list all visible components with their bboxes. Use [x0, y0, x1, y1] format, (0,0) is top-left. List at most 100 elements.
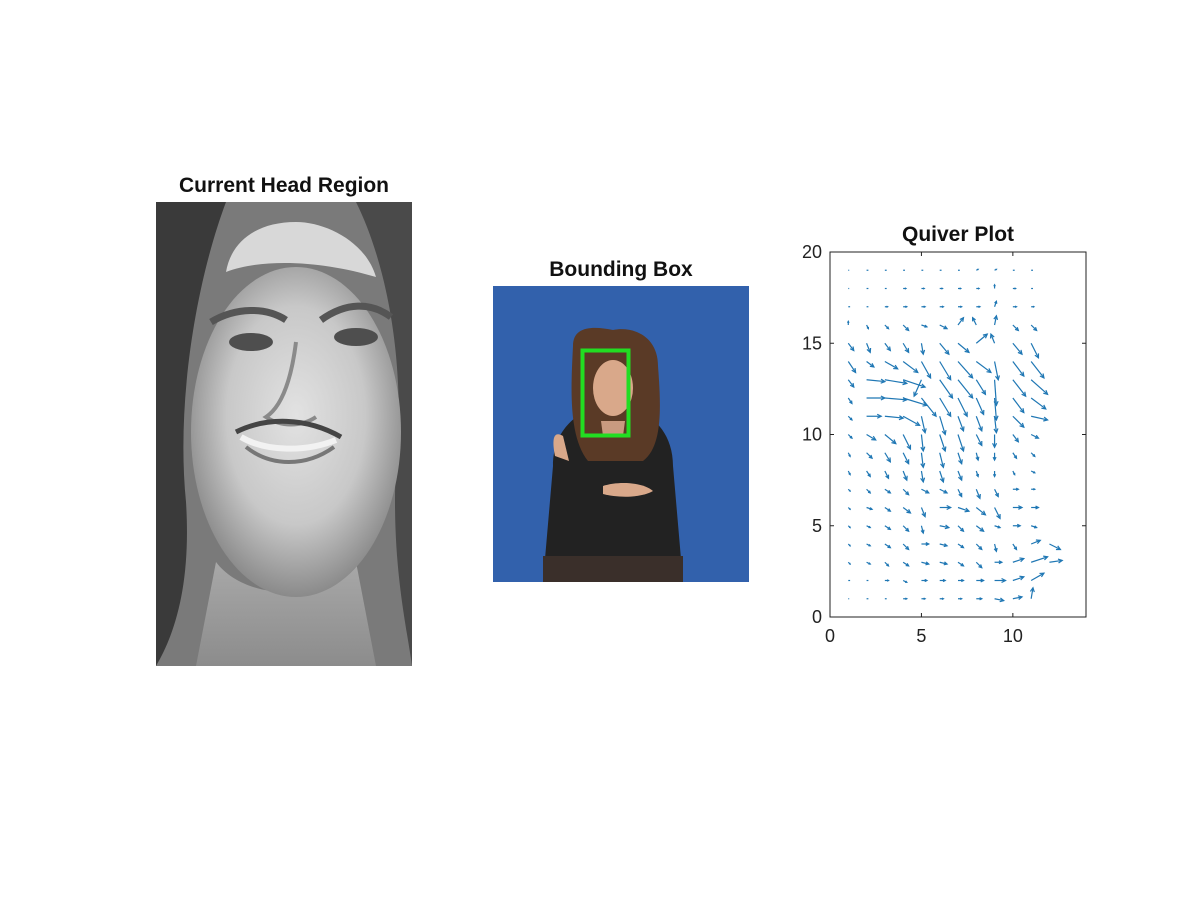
- quiver-arrow: [847, 320, 850, 325]
- quiver-arrow: [1030, 433, 1040, 439]
- quiver-arrow: [884, 525, 892, 531]
- quiver-arrow: [975, 397, 985, 416]
- y-tick-label: 15: [802, 333, 822, 353]
- x-tick-label: 5: [916, 626, 926, 646]
- quiver-arrow: [939, 434, 947, 453]
- quiver-arrow: [866, 470, 871, 478]
- quiver-arrow: [975, 333, 989, 344]
- quiver-arrow: [976, 305, 982, 309]
- quiver-arrow: [921, 287, 926, 290]
- quiver-arrow: [847, 543, 852, 547]
- quiver-arrow: [992, 452, 997, 462]
- quiver-arrow: [1012, 287, 1017, 290]
- quiver-arrow: [866, 452, 874, 460]
- quiver-arrow: [847, 361, 857, 374]
- quiver-arrow: [958, 287, 963, 290]
- quiver-arrow: [1012, 595, 1024, 600]
- quiver-arrow: [902, 470, 908, 482]
- quiver-arrow: [958, 305, 963, 309]
- quiver-arrow: [975, 561, 983, 569]
- quiver-arrow: [1030, 539, 1042, 545]
- quiver-arrow: [994, 300, 998, 307]
- quiver-arrow: [1031, 505, 1040, 510]
- quiver-arrow: [939, 504, 953, 511]
- quiver-arrow: [847, 507, 852, 511]
- quiver-arrow: [994, 488, 999, 498]
- head-region-image: [156, 202, 412, 666]
- quiver-arrow: [866, 324, 870, 330]
- quiver-arrow: [958, 597, 963, 601]
- quiver-arrows: [847, 268, 1064, 603]
- quiver-arrow: [866, 506, 874, 511]
- quiver-arrow: [939, 397, 952, 418]
- quiver-arrow: [847, 488, 852, 493]
- quiver-arrow: [1031, 305, 1036, 308]
- quiver-arrow: [994, 507, 1001, 520]
- quiver-arrow: [976, 597, 984, 601]
- quiver-arrow: [884, 488, 892, 494]
- quiver-arrow: [994, 560, 1004, 565]
- quiver-arrow: [884, 470, 890, 480]
- quiver-arrow: [902, 507, 912, 514]
- quiver-arrow: [902, 561, 910, 567]
- quiver-arrow: [866, 488, 872, 494]
- quiver-arrow: [884, 579, 890, 582]
- y-tick-label: 0: [812, 607, 822, 627]
- quiver-arrow: [884, 324, 890, 330]
- quiver-plot-title: Quiver Plot: [901, 223, 1015, 246]
- quiver-arrow: [975, 470, 980, 478]
- quiver-arrow: [847, 434, 853, 440]
- quiver-arrow: [920, 525, 925, 535]
- quiver-arrow: [939, 561, 949, 566]
- quiver-arrow: [939, 361, 952, 381]
- quiver-arrow: [884, 415, 905, 421]
- quiver-arrow: [957, 506, 971, 513]
- quiver-arrow: [939, 470, 945, 484]
- quiver-arrow: [847, 452, 851, 458]
- quiver-arrow: [992, 434, 998, 449]
- quiver-arrow: [884, 452, 892, 464]
- quiver-arrow: [866, 395, 887, 401]
- quiver-arrow: [847, 525, 852, 529]
- quiver-arrow: [1030, 452, 1036, 458]
- quiver-arrow: [992, 471, 997, 478]
- quiver-arrow: [902, 342, 910, 354]
- y-tick-label: 20: [802, 242, 822, 262]
- quiver-arrow: [921, 561, 931, 566]
- quiver-arrow: [939, 379, 954, 400]
- quiver-arrow: [939, 597, 945, 601]
- quiver-arrow: [902, 452, 910, 465]
- quiver-arrow: [1012, 543, 1018, 551]
- quiver-arrow: [957, 525, 965, 533]
- quiver-arrow: [920, 434, 926, 453]
- quiver-arrow: [884, 360, 899, 370]
- quiver-arrow: [1012, 397, 1025, 414]
- quiver-arrow: [866, 361, 875, 368]
- quiver-arrow: [939, 578, 947, 583]
- quiver-arrow: [920, 507, 927, 518]
- quiver-arrow: [994, 525, 1002, 529]
- quiver-arrow: [1012, 324, 1020, 332]
- quiver-arrow: [1030, 342, 1040, 360]
- quiver-arrow: [1030, 525, 1038, 529]
- quiver-arrow: [902, 379, 927, 389]
- quiver-arrow: [975, 452, 980, 462]
- quiver-arrow: [957, 561, 965, 567]
- quiver-arrow: [994, 597, 1006, 603]
- quiver-arrow: [975, 416, 983, 433]
- y-tick-label: 10: [802, 425, 822, 445]
- quiver-arrow: [939, 488, 949, 494]
- quiver-arrow: [939, 287, 944, 290]
- quiver-arrow: [939, 342, 950, 356]
- quiver-arrow: [1030, 397, 1047, 410]
- quiver-arrow: [1012, 557, 1026, 563]
- quiver-arrow: [902, 579, 909, 583]
- quiver-arrow: [957, 379, 974, 400]
- quiver-arrow: [920, 416, 927, 434]
- quiver-arrow: [957, 434, 965, 453]
- quiver-arrow: [884, 379, 909, 386]
- quiver-arrow: [847, 561, 852, 566]
- quiver-plot: 0 5 10 0 5 10 15 20: [802, 242, 1087, 646]
- quiver-arrow: [847, 342, 855, 352]
- quiver-arrow: [921, 578, 929, 583]
